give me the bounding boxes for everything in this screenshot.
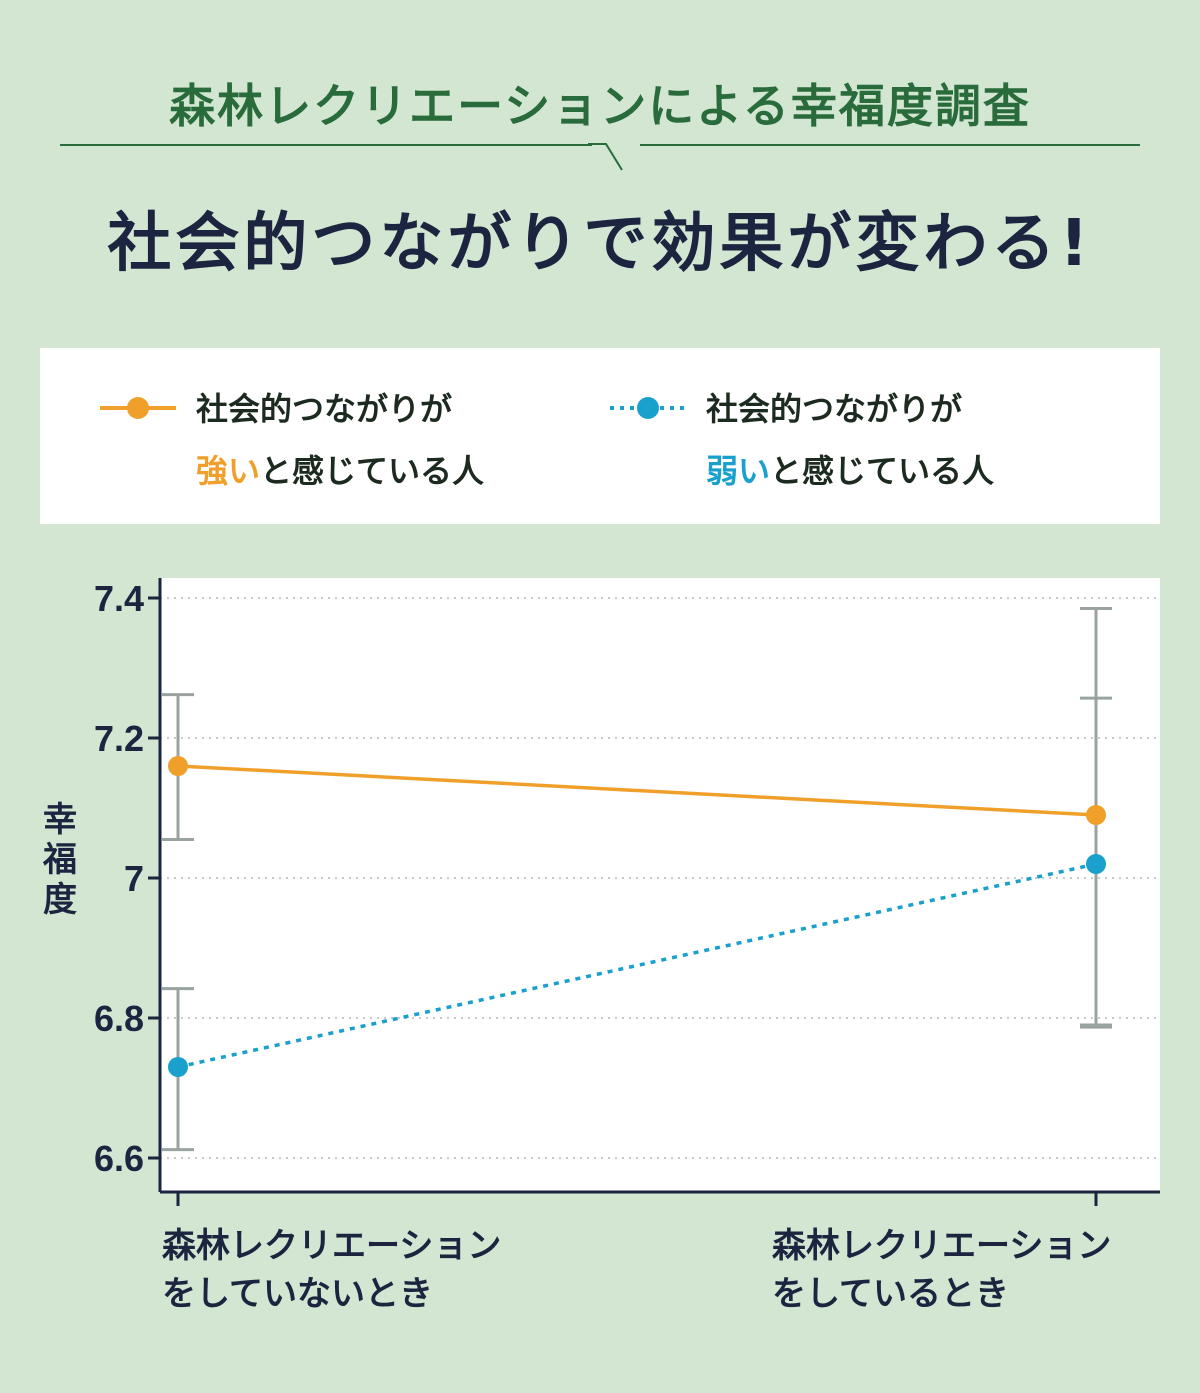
plot-background: [160, 578, 1160, 1192]
x-tick-label-not-doing: 森林レクリエーション をしていないとき: [162, 1222, 501, 1318]
legend-strong-highlight: 強い: [196, 452, 261, 490]
legend-strong-line1: 社会的つながりが: [196, 390, 453, 428]
subtitle-rule-right: [640, 144, 1140, 146]
y-tick-label: 7.2: [94, 718, 144, 759]
subtitle-rule-left: [60, 144, 592, 146]
y-axis-label: 幸福度: [43, 800, 77, 920]
y-tick-label: 7: [124, 858, 144, 899]
legend-swatch-weak: [610, 397, 686, 419]
legend: 社会的つながりが 強いと感じている人 社会的つながりが 弱いと感じている人: [40, 348, 1160, 524]
line-chart: 6.6 6.8 7 7.2 7.4: [94, 578, 1160, 1206]
y-tick-label: 6.8: [94, 998, 144, 1039]
series-line-strong: [177, 764, 1097, 817]
data-point-weak: [168, 1057, 188, 1077]
legend-label-strong: 社会的つながりが 強いと感じている人: [196, 378, 616, 502]
legend-label-weak: 社会的つながりが 弱いと感じている人: [706, 378, 1126, 502]
legend-strong-rest: と感じている人: [260, 452, 485, 490]
chart-subtitle: 森林レクリエーションによる幸福度調査: [169, 79, 1031, 133]
legend-weak-line1: 社会的つながりが: [706, 390, 963, 428]
y-tick-label: 7.4: [94, 578, 144, 619]
legend-weak-highlight: 弱い: [706, 452, 771, 490]
x-tick-label-doing: 森林レクリエーション をしているとき: [772, 1222, 1111, 1318]
data-point-weak: [1086, 854, 1106, 874]
legend-swatch-strong: [100, 397, 176, 419]
data-point-strong: [168, 756, 188, 776]
x-tick-label-not-doing-line2: をしていないとき: [162, 1274, 433, 1314]
x-tick-label-doing-line2: をしているとき: [772, 1274, 1009, 1314]
series-line-weak: [177, 862, 1097, 1069]
data-point-strong: [1086, 805, 1106, 825]
y-tick-label: 6.6: [94, 1138, 144, 1179]
subtitle-speech-notch: [588, 143, 623, 171]
x-tick-label-not-doing-line1: 森林レクリエーション: [162, 1226, 502, 1266]
chart-title: 社会的つながりで効果が変わる!: [107, 207, 1093, 281]
x-tick-label-doing-line1: 森林レクリエーション: [772, 1226, 1112, 1266]
legend-weak-rest: と感じている人: [770, 452, 995, 490]
